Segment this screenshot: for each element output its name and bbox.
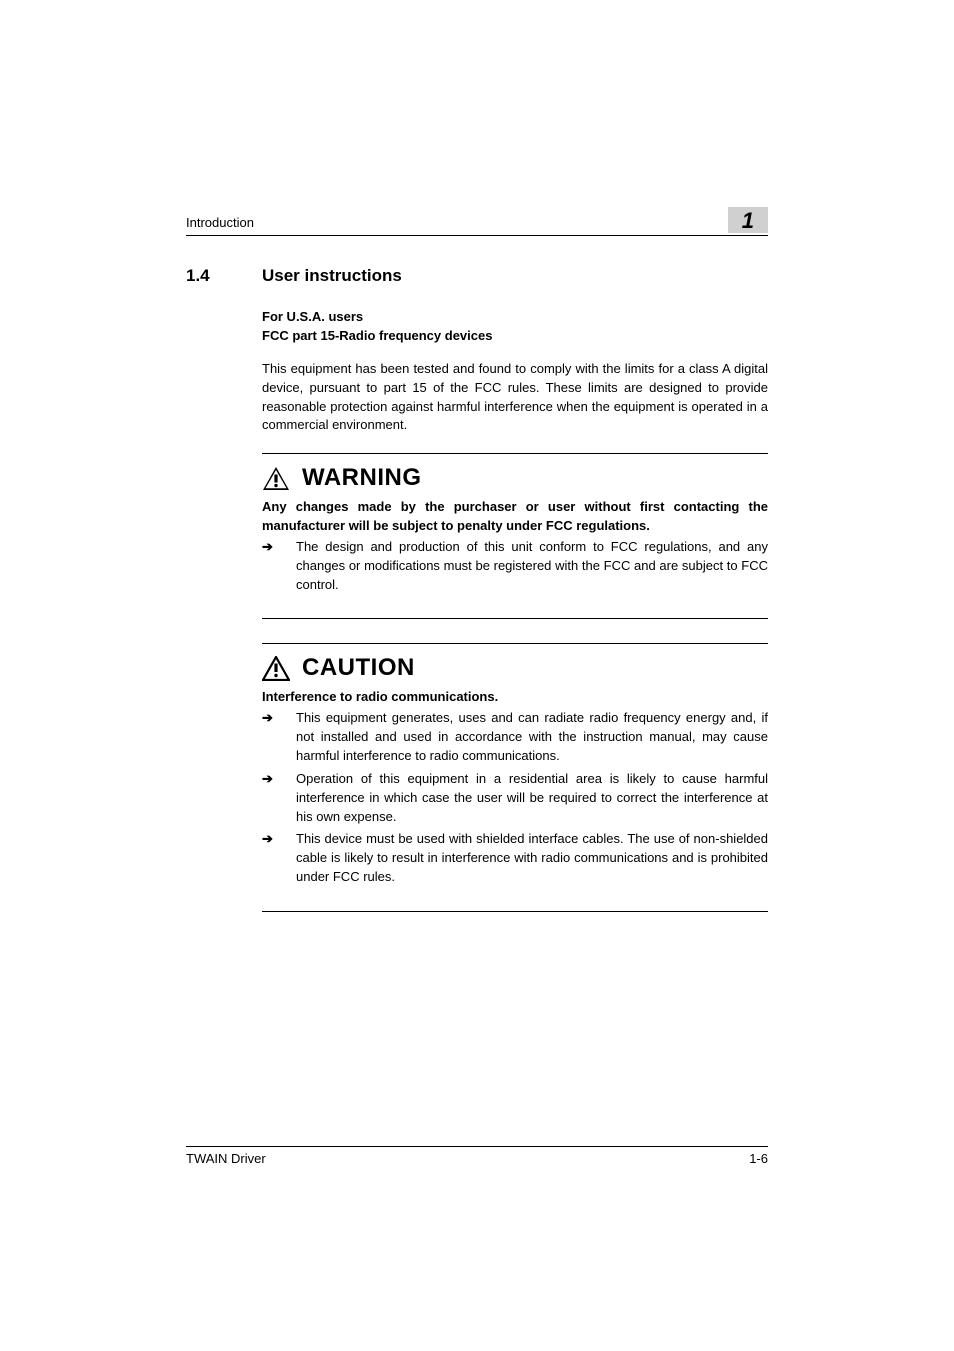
page-footer: TWAIN Driver 1-6	[186, 1146, 768, 1166]
subhead-line-2: FCC part 15-Radio frequency devices	[262, 327, 768, 346]
caution-bullet-text-2: Operation of this equipment in a residen…	[296, 770, 768, 827]
arrow-icon: ➔	[262, 709, 278, 766]
subheading-block: For U.S.A. users FCC part 15-Radio frequ…	[262, 308, 768, 346]
section-title: User instructions	[262, 266, 402, 286]
arrow-icon: ➔	[262, 770, 278, 827]
caution-title: CAUTION	[302, 654, 415, 682]
page-header: Introduction 1	[186, 207, 768, 236]
caution-lead: Interference to radio communications.	[262, 688, 768, 707]
caution-bullet: ➔ This device must be used with shielded…	[262, 830, 768, 887]
caution-bullet: ➔ This equipment generates, uses and can…	[262, 709, 768, 766]
section-heading: 1.4 User instructions	[186, 266, 768, 286]
intro-paragraph: This equipment has been tested and found…	[262, 360, 768, 435]
caution-block: CAUTION Interference to radio communicat…	[262, 643, 768, 911]
warning-bullet: ➔ The design and production of this unit…	[262, 538, 768, 595]
caution-bullet-text-3: This device must be used with shielded i…	[296, 830, 768, 887]
warning-bullet-text: The design and production of this unit c…	[296, 538, 768, 595]
caution-bullet: ➔ Operation of this equipment in a resid…	[262, 770, 768, 827]
header-section-name: Introduction	[186, 215, 254, 233]
footer-page-number: 1-6	[749, 1151, 768, 1166]
warning-lead: Any changes made by the purchaser or use…	[262, 498, 768, 536]
caution-bullet-text-1: This equipment generates, uses and can r…	[296, 709, 768, 766]
section-number: 1.4	[186, 266, 234, 286]
arrow-icon: ➔	[262, 830, 278, 887]
subhead-line-1: For U.S.A. users	[262, 308, 768, 327]
caution-icon	[262, 656, 290, 681]
chapter-number-badge: 1	[728, 207, 768, 233]
warning-icon	[262, 466, 290, 491]
arrow-icon: ➔	[262, 538, 278, 595]
warning-title: WARNING	[302, 464, 422, 492]
footer-left: TWAIN Driver	[186, 1151, 266, 1166]
warning-block: WARNING Any changes made by the purchase…	[262, 453, 768, 619]
